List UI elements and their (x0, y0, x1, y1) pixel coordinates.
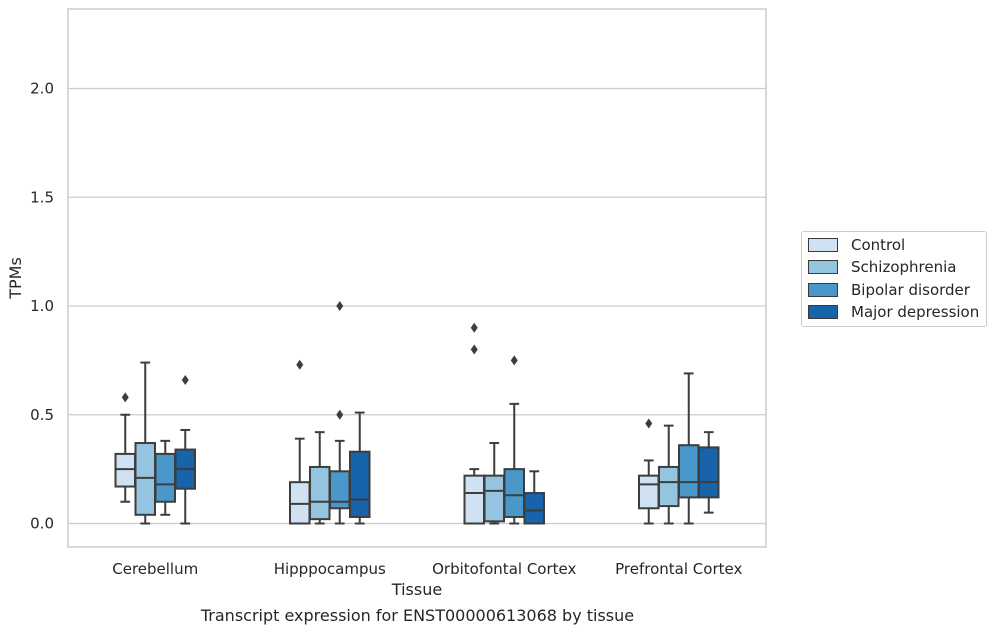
box-body (523, 492, 545, 525)
box-bipolar-disorder (329, 301, 351, 525)
box-body (289, 481, 311, 525)
y-tick-label: 1.0 (30, 297, 54, 315)
legend-label-bipolar-disorder: Bipolar disorder (851, 281, 970, 299)
y-axis-ticks: 0.0 0.5 1.0 1.5 2.0 (30, 80, 54, 533)
box-bipolar-disorder (678, 372, 700, 525)
x-tick-label: Prefrontal Cortex (615, 560, 742, 578)
outlier-point (470, 322, 478, 333)
outlier-point (470, 344, 478, 355)
y-tick-label: 0.0 (30, 515, 54, 533)
box-body (658, 465, 680, 508)
outlier-point (296, 359, 304, 370)
outlier-point (510, 355, 518, 366)
box-schizophrenia (483, 442, 505, 525)
outlier-point (121, 392, 129, 403)
box-body (349, 450, 371, 518)
boxes (114, 301, 720, 525)
legend-swatch-bipolar-disorder (808, 283, 838, 297)
y-tick-label: 2.0 (30, 80, 54, 98)
legend-swatch-control (808, 238, 838, 252)
legend-item-bipolar-disorder: Bipolar disorder (808, 280, 970, 300)
outlier-point (645, 418, 653, 429)
x-tick-label: Orbitofontal Cortex (432, 560, 576, 578)
x-tick-label: Hipppocampus (274, 560, 386, 578)
x-tick-label: Cerebellum (112, 560, 198, 578)
box-schizophrenia (658, 424, 680, 525)
legend-swatch-schizophrenia (808, 260, 838, 274)
chart-caption: Transcript expression for ENST0000061306… (200, 606, 635, 625)
outlier-point (336, 301, 344, 311)
legend-label-control: Control (851, 236, 906, 254)
legend-swatch-major-depression (808, 305, 838, 319)
box-body (678, 444, 700, 499)
plot-area-frame (67, 8, 767, 548)
box-body (698, 446, 720, 499)
legend-item-schizophrenia: Schizophrenia (808, 257, 956, 277)
box-major-depression (698, 431, 720, 514)
box-body (309, 465, 331, 521)
box-body (134, 442, 156, 516)
box-schizophrenia (134, 361, 156, 525)
legend-item-control: Control (808, 235, 905, 255)
outlier-point (336, 409, 344, 420)
box-control (114, 392, 136, 503)
y-tick-label: 0.5 (30, 406, 54, 424)
legend-label-schizophrenia: Schizophrenia (851, 258, 957, 276)
y-axis-label: TPMs (6, 257, 25, 300)
x-axis-ticks: Cerebellum Hipppocampus Orbitofontal Corte… (112, 560, 742, 578)
box-body (154, 452, 176, 503)
box-control (638, 418, 660, 525)
legend-item-major-depression: Major depression (808, 302, 979, 322)
box-body (638, 474, 660, 510)
legend: Control Schizophrenia Bipolar disorder M… (801, 231, 987, 327)
box-major-depression (349, 411, 371, 525)
box-control (289, 359, 311, 525)
box-body (463, 474, 485, 525)
box-control (463, 322, 485, 525)
box-schizophrenia (309, 431, 331, 525)
box-bipolar-disorder (503, 355, 525, 525)
x-axis-label: Tissue (391, 580, 442, 599)
box-body (114, 452, 136, 488)
outlier-point (181, 374, 189, 385)
box-bipolar-disorder (154, 439, 176, 516)
box-major-depression (174, 374, 196, 525)
box-major-depression (523, 470, 545, 525)
legend-label-major-depression: Major depression (851, 303, 980, 321)
box-body (483, 474, 505, 523)
box-body (503, 468, 525, 518)
y-tick-label: 1.5 (30, 188, 54, 206)
